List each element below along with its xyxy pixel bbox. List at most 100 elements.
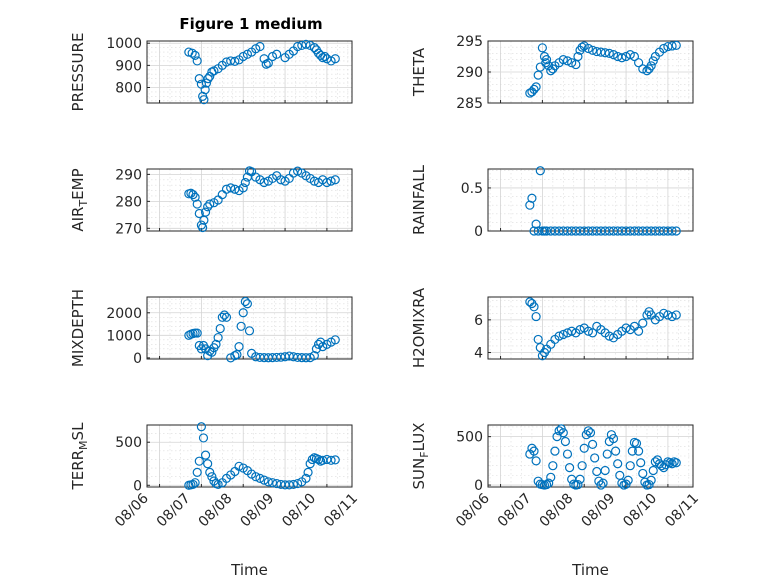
data-point (608, 433, 619, 444)
data-point (234, 461, 244, 471)
data-point (659, 43, 669, 54)
y-tick-label: 270 (115, 221, 142, 237)
data-point (648, 56, 658, 66)
data-point (617, 53, 627, 63)
y-tick-label: 0.5 (461, 181, 483, 197)
data-point (535, 166, 545, 176)
data-point (190, 192, 200, 202)
data-point (330, 455, 340, 465)
x-tick-label: 08/07 (495, 491, 535, 531)
axes-box (146, 168, 353, 232)
data-point (671, 310, 681, 320)
data-point (558, 428, 568, 438)
y-tick-label: 285 (456, 96, 483, 112)
y-tick-label: 6 (474, 313, 483, 329)
data-point (205, 467, 215, 477)
y-tick-label: 0 (474, 224, 483, 240)
panel-theta: 285 290 295 THETA (410, 34, 694, 112)
data-point (187, 48, 197, 58)
x-tick-label: 08/10 (279, 491, 319, 531)
data-point (207, 472, 217, 482)
data-point (263, 477, 273, 487)
data-point (192, 328, 202, 338)
data-point (272, 49, 282, 59)
data-point (577, 42, 587, 52)
data-point (309, 351, 319, 361)
x-axis-label: Time (571, 561, 609, 579)
data-point (230, 351, 240, 361)
data-point (567, 58, 577, 68)
data-point (301, 353, 311, 363)
data-point (318, 53, 328, 63)
data-point (293, 166, 303, 176)
data-point (226, 183, 236, 193)
data-point (529, 446, 539, 456)
x-tick-label: 08/11 (662, 491, 702, 531)
data-point (305, 459, 315, 469)
data-point (234, 342, 244, 352)
data-point (330, 54, 340, 64)
data-point (303, 467, 313, 477)
data-point (562, 56, 573, 66)
data-point (263, 58, 273, 68)
data-point (546, 339, 556, 349)
data-point (240, 177, 250, 188)
data-point (537, 43, 547, 53)
data-point (194, 456, 204, 466)
data-point (525, 200, 535, 210)
data-point (203, 459, 213, 469)
panel-sun-flux: 0 500 SUNFLUX 08/06 08/07 08/08 08/09 08/10 08/1… (410, 423, 702, 579)
data-point (564, 463, 575, 473)
data-point (611, 446, 621, 456)
data-point (238, 308, 248, 318)
data-point (638, 468, 648, 479)
data-point (558, 329, 568, 340)
data-point (613, 459, 623, 469)
x-tick-label: 08/11 (321, 491, 361, 531)
y-tick-label: 0 (133, 351, 142, 367)
data-point (527, 443, 537, 453)
data-point (567, 326, 577, 336)
panel-air-temp: 270 280 290 AIRTEMP (69, 166, 353, 237)
data-point (529, 302, 539, 312)
data-point (326, 176, 336, 186)
data-point (550, 446, 560, 456)
data-point (205, 199, 215, 209)
panel-rainfall: 0 0.5 RAINFALL (410, 164, 694, 240)
data-point (190, 478, 200, 488)
x-tick-label: 08/10 (620, 491, 660, 531)
data-point (541, 479, 552, 490)
data-point (255, 473, 265, 483)
data-point (251, 472, 261, 482)
data-point (604, 48, 614, 59)
x-tick-label: 08/06 (453, 490, 493, 530)
y-axis-label: TERRMSL (69, 422, 90, 491)
figure-title: Figure 1 medium (179, 15, 322, 33)
panel-pressure: 800 900 1000 PRESSURE (69, 33, 353, 111)
data-point (634, 58, 644, 68)
data-point (330, 335, 340, 345)
data-point (602, 449, 612, 459)
data-point (562, 449, 573, 459)
data-point (267, 478, 278, 488)
y-tick-label: 280 (115, 194, 142, 210)
data-point (575, 325, 585, 335)
data-point (188, 190, 198, 200)
x-tick-label: 08/06 (112, 490, 152, 530)
data-point (587, 45, 598, 55)
data-point (192, 56, 202, 66)
y-tick-label: 500 (456, 430, 483, 446)
data-point (531, 456, 541, 466)
data-point (301, 473, 311, 483)
data-point (301, 39, 311, 49)
data-point (575, 474, 585, 484)
data-point (579, 443, 589, 453)
y-tick-label: 0 (474, 478, 483, 494)
y-axis-label: MIXDEPTH (69, 289, 87, 367)
data-point (583, 326, 594, 336)
panel-terr-msl: 0 500 TERRMSL 08/06 08/07 08/08 08/09 08/10 08/1… (69, 422, 361, 579)
data-point (244, 326, 255, 336)
data-point (293, 41, 303, 52)
data-point (230, 56, 240, 66)
data-point (184, 330, 194, 340)
